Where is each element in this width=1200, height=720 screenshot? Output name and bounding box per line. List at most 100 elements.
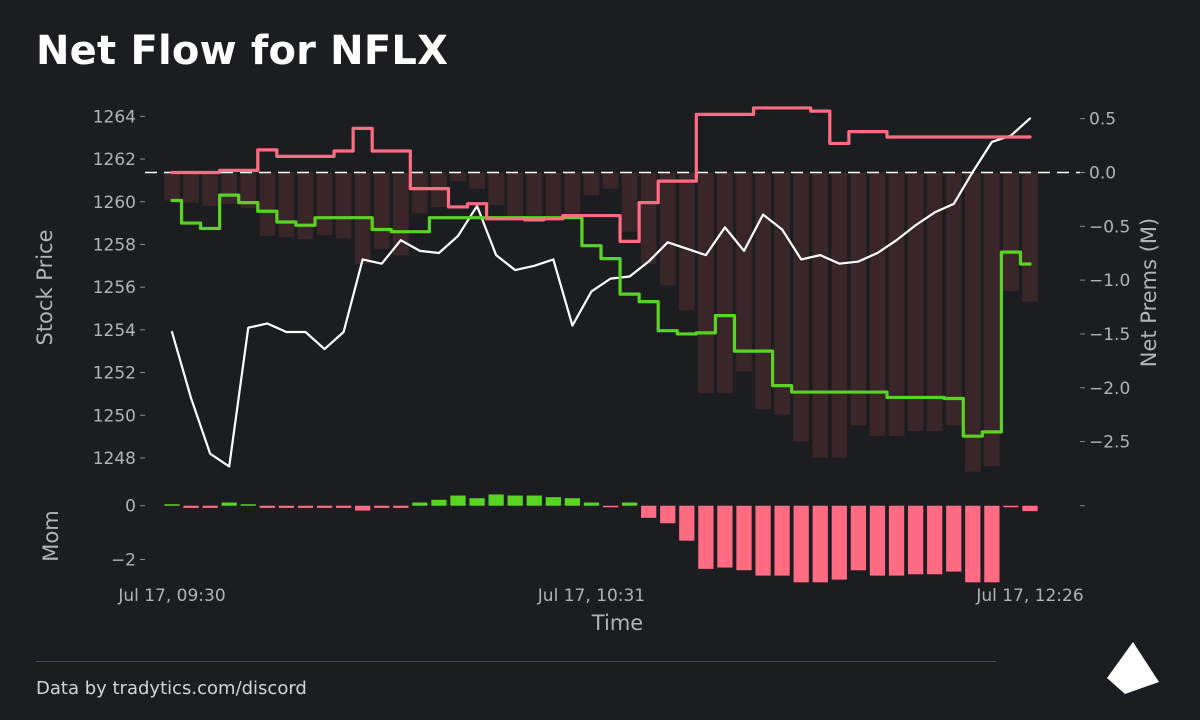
momentum-bar [774, 505, 790, 576]
net-prems-bar [240, 172, 257, 209]
net-prems-bars [164, 172, 1038, 472]
momentum-bar [965, 505, 981, 583]
momentum-bar [793, 505, 809, 583]
momentum-bars [164, 494, 1038, 583]
left-axis-tick-label: 1262 [93, 150, 136, 170]
momentum-bar [164, 504, 180, 506]
momentum-bar [717, 505, 733, 568]
momentum-bar [545, 497, 561, 506]
net-prems-bar [469, 172, 485, 189]
left-axis-tick-label: 1250 [93, 406, 136, 426]
momentum-bar [1003, 505, 1019, 508]
momentum-bar [259, 505, 275, 508]
net-prems-bar [1022, 172, 1038, 302]
momentum-bar [355, 505, 371, 511]
momentum-bar [869, 505, 886, 576]
momentum-bar [278, 505, 295, 508]
net-prems-bar [850, 172, 867, 426]
right-axis-tick-label: −1.5 [1089, 325, 1130, 345]
left-axis-tick-label: 1258 [93, 235, 136, 255]
momentum-bar [907, 505, 924, 575]
footer-divider [36, 661, 996, 662]
net-prems-bar [640, 172, 657, 264]
net-prems-bar [545, 172, 562, 218]
net-flow-chart: 1248 1250 1252 1254 1256 1258 1260 1262 1264 0.5 0… [33, 106, 1161, 635]
net-prems-bar [736, 172, 752, 372]
net-prems-bar [869, 172, 886, 437]
momentum-bar [679, 505, 695, 541]
net-prems-bar [335, 172, 352, 239]
momentum-bar [202, 505, 218, 508]
net-prems-bar [564, 172, 581, 214]
momentum-bar [316, 505, 333, 508]
net-prems-bar [926, 172, 943, 431]
net-prems-bar [316, 172, 333, 235]
net-prems-bar [659, 172, 676, 286]
momentum-bar [755, 505, 771, 576]
momentum-bar [335, 505, 352, 508]
net-prems-bar [583, 172, 600, 196]
mom-axis-tick-label: 0 [125, 497, 136, 517]
net-prems-bar [202, 172, 218, 206]
net-prems-bar [602, 172, 619, 189]
momentum-bar [564, 498, 581, 506]
right-axis-tick-label: 0.5 [1089, 110, 1116, 130]
net-prems-bar [259, 172, 276, 236]
pink-flow-line [170, 106, 1032, 243]
net-prems-bar [164, 172, 180, 201]
net-prems-bar [831, 172, 848, 458]
net-prems-bar [621, 172, 638, 232]
net-prems-bar [526, 172, 543, 216]
left-axis-tick-label: 1248 [93, 449, 136, 469]
axes-group: 1248 1250 1252 1254 1256 1258 1260 1262 1264 0.5 0… [93, 107, 1131, 606]
net-prems-bar [278, 172, 295, 238]
x-axis-tick-label: Jul 17, 10:31 [537, 586, 645, 606]
net-prems-bar [392, 172, 409, 256]
momentum-bar [736, 505, 752, 571]
net-prems-bar [678, 172, 695, 311]
momentum-bar [660, 505, 676, 524]
net-prems-bar [450, 172, 466, 182]
momentum-bar [507, 495, 523, 506]
momentum-bar [888, 505, 905, 576]
net-prems-bar [507, 172, 524, 220]
momentum-bar [221, 502, 237, 506]
page-title: Net Flow for NFLX [36, 28, 449, 74]
net-prems-bar [907, 172, 924, 431]
left-axis-tick-label: 1256 [93, 278, 136, 298]
x-axis-label: Time [591, 611, 643, 635]
right-axis-tick-label: −0.5 [1089, 217, 1130, 237]
net-prems-bar [945, 172, 962, 426]
momentum-bar [927, 505, 943, 575]
net-prems-bar [373, 172, 390, 249]
momentum-bar [431, 499, 447, 506]
net-prems-bar [488, 172, 504, 205]
axis-labels: Stock Price Net Prems (M) Mom Time [33, 218, 1161, 635]
right-axis-tick-label: 0.0 [1089, 163, 1116, 183]
mom-axis-label: Mom [39, 510, 63, 561]
momentum-bar [641, 505, 657, 518]
net-prems-bar [964, 172, 981, 472]
left-axis-tick-label: 1264 [93, 107, 136, 127]
left-axis-label: Stock Price [33, 229, 57, 345]
momentum-bar [412, 502, 428, 506]
momentum-bar [831, 505, 847, 580]
momentum-bar [297, 505, 314, 508]
left-axis-tick-label: 1254 [93, 321, 136, 341]
momentum-bar [984, 505, 1000, 583]
right-axis-label: Net Prems (M) [1137, 218, 1161, 368]
net-prems-bar [183, 172, 199, 203]
mom-axis-tick-label: −2 [111, 550, 136, 570]
momentum-bar [621, 502, 638, 506]
momentum-bar [488, 494, 504, 506]
momentum-bar [450, 495, 466, 506]
momentum-bar [469, 498, 485, 506]
momentum-bar [850, 505, 867, 571]
net-prems-bar [793, 172, 810, 442]
left-axis-tick-label: 1252 [93, 364, 136, 384]
net-prems-bar [297, 172, 314, 240]
left-axis-tick-label: 1260 [93, 193, 136, 213]
momentum-bar [812, 505, 828, 583]
series-lines [170, 106, 1032, 468]
net-prems-bar [755, 172, 771, 410]
